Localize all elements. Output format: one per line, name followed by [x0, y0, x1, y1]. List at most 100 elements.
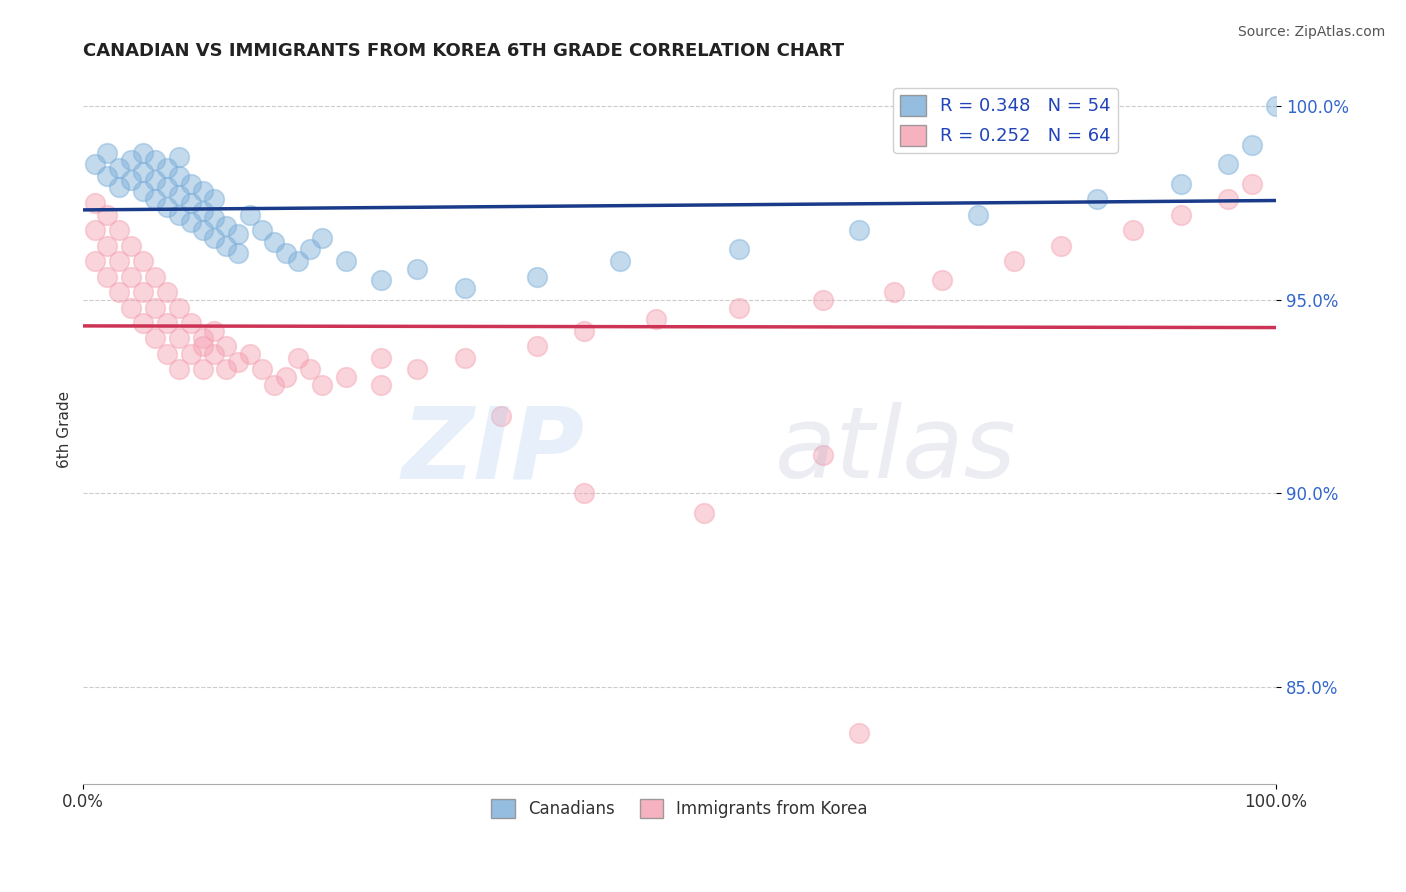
Point	[180, 215, 202, 229]
Point	[108, 285, 131, 299]
Point	[132, 165, 155, 179]
Text: ZIP: ZIP	[401, 402, 585, 500]
Point	[370, 378, 392, 392]
Point	[132, 316, 155, 330]
Point	[1265, 99, 1288, 113]
Point	[239, 347, 262, 361]
Point	[84, 254, 107, 268]
Point	[228, 227, 250, 241]
Point	[215, 238, 238, 252]
Point	[167, 362, 190, 376]
Point	[644, 312, 666, 326]
Point	[883, 285, 905, 299]
Point	[454, 281, 477, 295]
Point	[167, 331, 190, 345]
Point	[1241, 177, 1264, 191]
Point	[274, 246, 297, 260]
Point	[1241, 137, 1264, 152]
Point	[250, 223, 273, 237]
Point	[1218, 192, 1240, 206]
Point	[191, 203, 214, 218]
Point	[1002, 254, 1025, 268]
Point	[156, 316, 179, 330]
Point	[204, 211, 226, 226]
Point	[811, 448, 834, 462]
Point	[239, 208, 262, 222]
Point	[108, 180, 131, 194]
Point	[298, 243, 321, 257]
Point	[132, 285, 155, 299]
Point	[156, 285, 179, 299]
Point	[132, 185, 155, 199]
Point	[167, 301, 190, 315]
Point	[526, 339, 548, 353]
Text: CANADIAN VS IMMIGRANTS FROM KOREA 6TH GRADE CORRELATION CHART: CANADIAN VS IMMIGRANTS FROM KOREA 6TH GR…	[83, 42, 845, 60]
Point	[931, 273, 953, 287]
Point	[215, 362, 238, 376]
Point	[84, 223, 107, 237]
Point	[250, 362, 273, 376]
Point	[167, 169, 190, 183]
Point	[728, 243, 751, 257]
Point	[96, 145, 118, 160]
Point	[96, 269, 118, 284]
Point	[1170, 177, 1192, 191]
Point	[167, 188, 190, 202]
Point	[406, 362, 429, 376]
Point	[167, 149, 190, 163]
Point	[143, 153, 166, 168]
Point	[370, 351, 392, 365]
Point	[143, 331, 166, 345]
Point	[370, 273, 392, 287]
Point	[1050, 238, 1073, 252]
Point	[228, 246, 250, 260]
Point	[143, 269, 166, 284]
Point	[191, 331, 214, 345]
Point	[156, 180, 179, 194]
Text: Source: ZipAtlas.com: Source: ZipAtlas.com	[1237, 25, 1385, 39]
Point	[108, 223, 131, 237]
Point	[204, 231, 226, 245]
Point	[191, 223, 214, 237]
Point	[120, 269, 142, 284]
Point	[335, 254, 357, 268]
Point	[180, 316, 202, 330]
Point	[84, 157, 107, 171]
Point	[692, 506, 714, 520]
Point	[1122, 223, 1144, 237]
Point	[848, 726, 870, 740]
Point	[132, 145, 155, 160]
Point	[406, 261, 429, 276]
Point	[108, 254, 131, 268]
Point	[96, 238, 118, 252]
Point	[263, 235, 285, 249]
Point	[108, 161, 131, 175]
Point	[215, 219, 238, 234]
Point	[132, 254, 155, 268]
Point	[143, 301, 166, 315]
Point	[287, 351, 309, 365]
Point	[156, 347, 179, 361]
Text: atlas: atlas	[775, 402, 1017, 500]
Point	[298, 362, 321, 376]
Point	[180, 177, 202, 191]
Point	[120, 153, 142, 168]
Point	[180, 347, 202, 361]
Point	[96, 169, 118, 183]
Point	[84, 196, 107, 211]
Point	[180, 196, 202, 211]
Point	[848, 223, 870, 237]
Point	[489, 409, 512, 423]
Point	[191, 339, 214, 353]
Point	[120, 173, 142, 187]
Point	[574, 324, 596, 338]
Point	[287, 254, 309, 268]
Point	[228, 355, 250, 369]
Point	[143, 173, 166, 187]
Point	[454, 351, 477, 365]
Point	[204, 192, 226, 206]
Point	[1218, 157, 1240, 171]
Y-axis label: 6th Grade: 6th Grade	[58, 391, 72, 468]
Point	[143, 192, 166, 206]
Point	[609, 254, 631, 268]
